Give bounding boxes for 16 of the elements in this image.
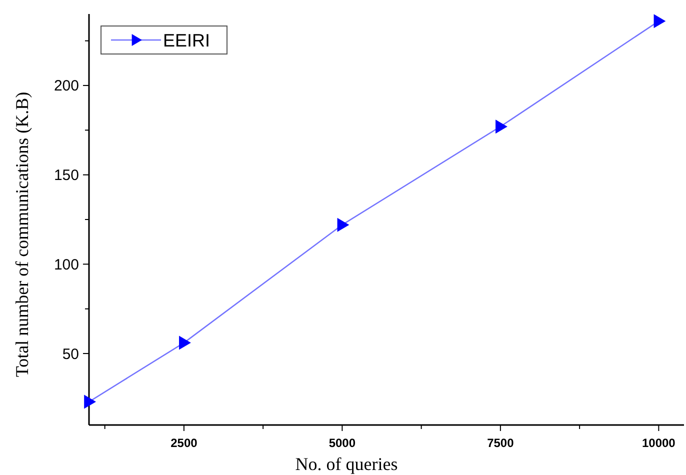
point (496, 120, 508, 134)
x-tick-label: 5000 (328, 436, 356, 450)
x-tick-label: 2500 (170, 436, 198, 450)
x-axis-title: No. of queries (295, 454, 398, 474)
point (654, 14, 666, 28)
y-tick-label: 150 (54, 167, 79, 184)
y-axis-title: Total number of communications (K.B) (12, 92, 32, 378)
y-tick-label: 200 (54, 78, 79, 95)
legend-label: EEIRI (163, 30, 210, 50)
point (179, 336, 191, 350)
point (84, 394, 96, 409)
x-tick-label: 7500 (487, 436, 514, 450)
x-tick-label: 10000 (642, 436, 676, 450)
y-tick-label: 100 (54, 256, 79, 274)
y-tick-label: 50 (62, 346, 79, 363)
point (337, 218, 350, 232)
